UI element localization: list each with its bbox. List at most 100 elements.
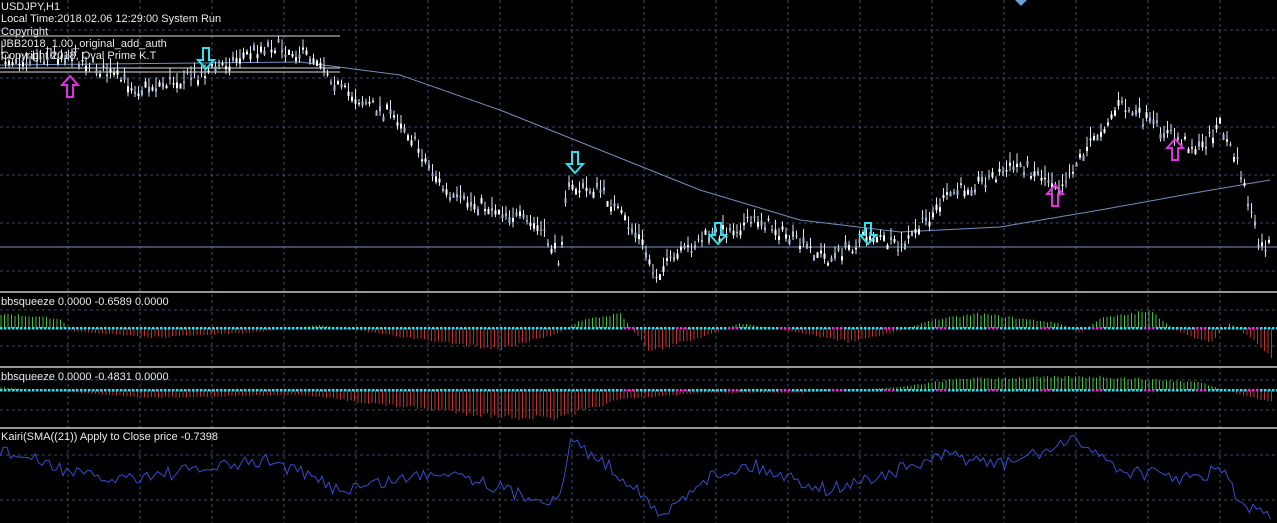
squeeze-dot: [896, 327, 899, 330]
squeeze-dot: [188, 327, 191, 330]
candle-body: [109, 68, 112, 73]
candle-body: [862, 231, 864, 236]
candle-body: [1152, 119, 1155, 125]
squeeze-dot: [952, 327, 955, 330]
squeeze-dot: [912, 389, 915, 392]
squeeze-dot: [928, 327, 931, 330]
squeeze-dot: [404, 327, 407, 330]
squeeze-dot: [496, 389, 499, 392]
squeeze-dot: [12, 389, 15, 392]
squeeze-dot: [968, 389, 971, 392]
squeeze-dot: [468, 327, 471, 330]
squeeze-dot: [508, 327, 511, 330]
squeeze-dot: [980, 327, 983, 330]
squeeze-dot: [940, 389, 943, 392]
candle-body: [53, 51, 56, 56]
squeeze-dot: [76, 327, 79, 330]
candle-body: [337, 81, 339, 85]
squeeze-dot: [424, 327, 427, 330]
candle-body: [207, 70, 210, 73]
candle-body: [67, 54, 70, 58]
candle-body: [554, 242, 556, 249]
squeeze-dot: [204, 389, 207, 392]
squeeze-dot: [1216, 389, 1219, 392]
squeeze-dot: [844, 327, 847, 330]
candle-body: [319, 62, 322, 68]
candle-body: [1166, 129, 1169, 134]
squeeze-dot: [764, 389, 767, 392]
squeeze-dot: [552, 389, 555, 392]
candle-body: [634, 232, 637, 238]
squeeze-dot: [388, 389, 391, 392]
squeeze-dot: [352, 389, 355, 392]
squeeze-dot: [56, 389, 59, 392]
squeeze-dot: [636, 389, 639, 392]
squeeze-dot: [1004, 389, 1007, 392]
squeeze-dot: [1116, 389, 1119, 392]
squeeze-dot: [332, 327, 335, 330]
candle-body: [351, 96, 353, 101]
squeeze-dot: [304, 389, 307, 392]
squeeze-dot: [420, 389, 423, 392]
squeeze-dot: [1084, 389, 1087, 392]
candle-body: [281, 50, 283, 53]
candle-body: [74, 50, 77, 53]
squeeze-dot: [524, 389, 527, 392]
candle-body: [1247, 203, 1249, 207]
squeeze-dot: [360, 389, 363, 392]
squeeze-dot: [1248, 327, 1251, 330]
squeeze-dot: [464, 327, 467, 330]
squeeze-dot: [652, 327, 655, 330]
candle-body: [655, 276, 658, 279]
candle-body: [172, 83, 175, 85]
squeeze-dot: [1128, 327, 1131, 330]
candle-body: [669, 256, 672, 258]
squeeze-dot: [756, 389, 759, 392]
squeeze-dot: [700, 327, 703, 330]
candle-body: [1005, 169, 1008, 172]
candle-body: [225, 66, 227, 70]
candle-body: [480, 198, 483, 204]
squeeze-dot: [1184, 389, 1187, 392]
squeeze-dot: [520, 389, 523, 392]
candle-body: [470, 201, 472, 207]
candle-body: [78, 64, 80, 69]
candle-body: [890, 237, 892, 241]
squeeze-dot: [272, 327, 275, 330]
candle-body: [232, 56, 234, 61]
squeeze-dot: [668, 327, 671, 330]
candle-body: [767, 218, 770, 221]
squeeze-dot: [904, 389, 907, 392]
candle-body: [697, 239, 700, 241]
squeeze-dot: [1268, 327, 1271, 330]
candle-body: [1257, 244, 1260, 247]
squeeze-dot: [464, 389, 467, 392]
candle-body: [421, 159, 423, 162]
squeeze-dot: [552, 327, 555, 330]
squeeze-dot: [556, 327, 559, 330]
squeeze-dot: [160, 389, 163, 392]
candle-body: [508, 216, 511, 223]
candle-body: [4, 61, 7, 65]
squeeze-dot: [524, 327, 527, 330]
candle-body: [284, 54, 287, 57]
squeeze-dot: [328, 327, 331, 330]
candle-body: [872, 237, 875, 243]
candle-body: [813, 255, 815, 261]
candle-body: [848, 244, 850, 250]
candle-body: [309, 58, 311, 65]
squeeze-dot: [16, 389, 19, 392]
squeeze-dot: [1056, 389, 1059, 392]
squeeze-dot: [1192, 327, 1195, 330]
candle-body: [1142, 124, 1144, 127]
squeeze-dot: [1028, 327, 1031, 330]
squeeze-dot: [300, 327, 303, 330]
indicator-label: bbsqueeze 0.0000 -0.6589 0.0000: [1, 296, 169, 308]
squeeze-dot: [480, 327, 483, 330]
squeeze-dot: [636, 327, 639, 330]
squeeze-dot: [384, 327, 387, 330]
squeeze-dot: [468, 389, 471, 392]
squeeze-dot: [216, 327, 219, 330]
squeeze-dot: [960, 327, 963, 330]
squeeze-dot: [392, 389, 395, 392]
